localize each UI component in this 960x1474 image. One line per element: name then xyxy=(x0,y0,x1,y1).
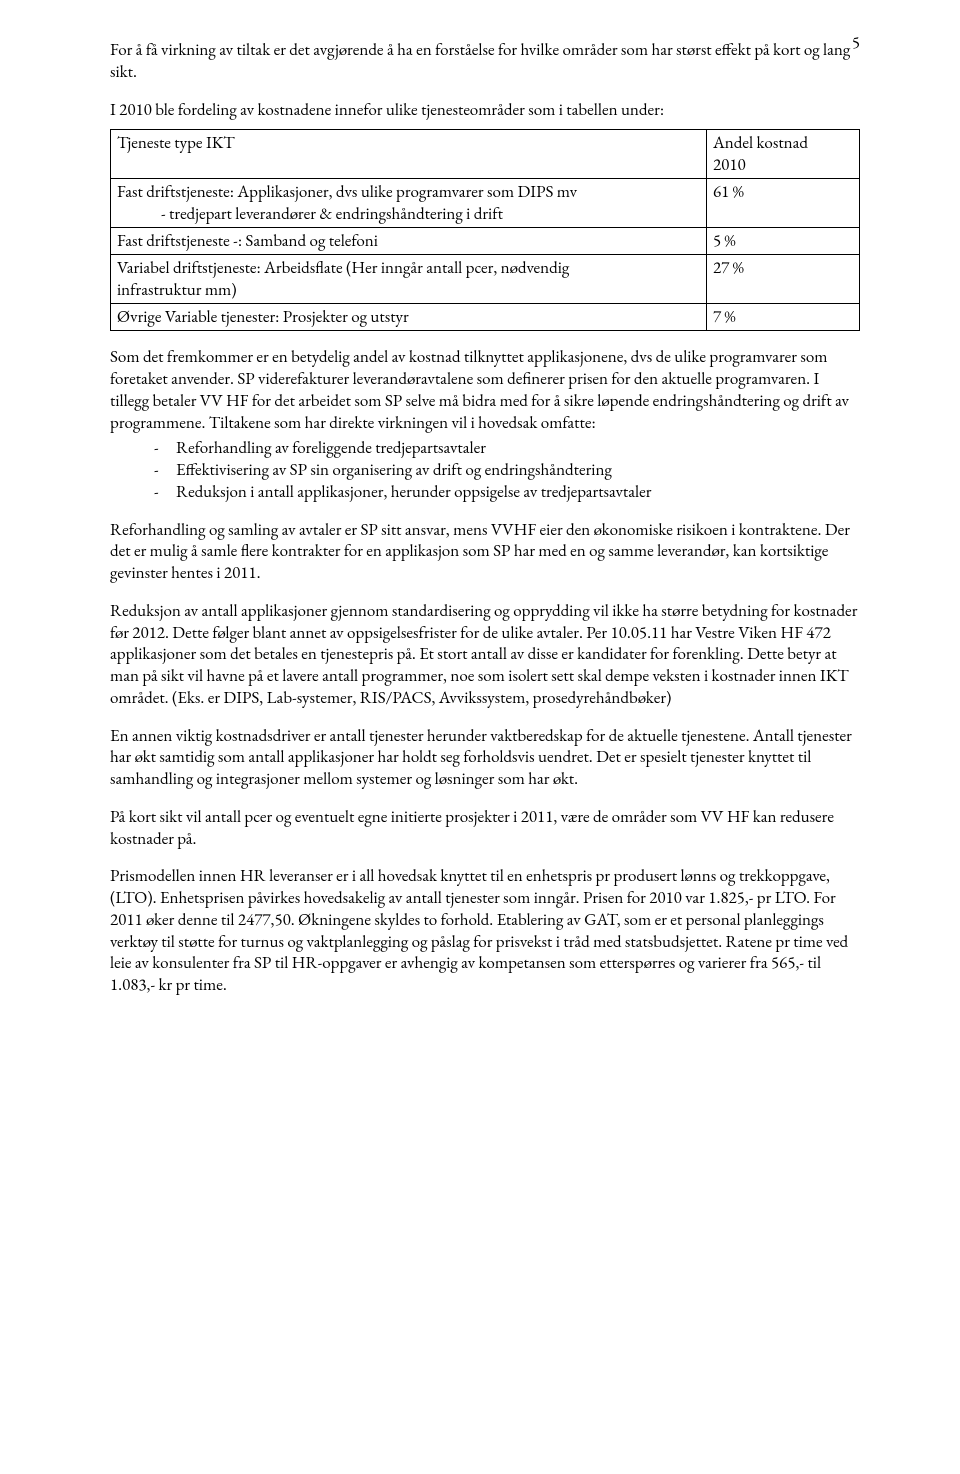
table-header-service-type: Tjeneste type IKT xyxy=(111,130,707,179)
paragraph-intro2: I 2010 ble fordeling av kostnadene innef… xyxy=(110,100,860,122)
table-row: Fast driftstjeneste: Applikasjoner, dvs … xyxy=(111,179,860,228)
document-page: 5 For å få virkning av tiltak er det avg… xyxy=(0,0,960,1474)
table-cell-desc: Øvrige Variable tjenester: Prosjekter og… xyxy=(111,304,707,331)
paragraph-reduksjon: Reduksjon av antall applikasjoner gjenno… xyxy=(110,601,860,710)
table-header-row: Tjeneste type IKT Andel kostnad 2010 xyxy=(111,130,860,179)
table-cell-value: 61 % xyxy=(707,179,860,228)
row3-line1: Variabel driftstjeneste: Arbeidsflate (H… xyxy=(117,257,569,279)
table-cell-desc: Variabel driftstjeneste: Arbeidsflate (H… xyxy=(111,255,707,304)
table-cell-desc: Fast driftstjeneste -: Samband og telefo… xyxy=(111,228,707,255)
table-header-cost-line2: 2010 xyxy=(713,154,746,176)
paragraph-kostnadsdriver: En annen viktig kostnadsdriver er antall… xyxy=(110,726,860,791)
table-row: Variabel driftstjeneste: Arbeidsflate (H… xyxy=(111,255,860,304)
list-item: Effektivisering av SP sin organisering a… xyxy=(154,460,860,482)
list-item: Reforhandling av foreliggende tredjepart… xyxy=(154,438,860,460)
row3-line2: infrastruktur mm) xyxy=(117,279,237,301)
table-cell-value: 5 % xyxy=(707,228,860,255)
table-header-cost-share: Andel kostnad 2010 xyxy=(707,130,860,179)
table-header-cost-line1: Andel kostnad xyxy=(713,132,808,154)
row1-line1: Fast driftstjeneste: Applikasjoner, dvs … xyxy=(117,181,577,203)
table-row: Fast driftstjeneste -: Samband og telefo… xyxy=(111,228,860,255)
paragraph-after-table: Som det fremkommer er en betydelig andel… xyxy=(110,347,860,434)
list-item: Reduksjon i antall applikasjoner, herund… xyxy=(154,482,860,504)
cost-share-table: Tjeneste type IKT Andel kostnad 2010 Fas… xyxy=(110,129,860,331)
table-cell-value: 27 % xyxy=(707,255,860,304)
page-number: 5 xyxy=(852,32,860,54)
paragraph-intro: For å få virkning av tiltak er det avgjø… xyxy=(110,40,860,84)
table-row: Øvrige Variable tjenester: Prosjekter og… xyxy=(111,304,860,331)
table-cell-value: 7 % xyxy=(707,304,860,331)
table-cell-desc: Fast driftstjeneste: Applikasjoner, dvs … xyxy=(111,179,707,228)
measures-bullet-list: Reforhandling av foreliggende tredjepart… xyxy=(110,438,860,503)
paragraph-kortsikt: På kort sikt vil antall pcer og eventuel… xyxy=(110,807,860,851)
paragraph-reforhandling: Reforhandling og samling av avtaler er S… xyxy=(110,520,860,585)
row1-line2: - tredjepart leverandører & endringshånd… xyxy=(117,203,503,225)
paragraph-prismodell: Prismodellen innen HR leveranser er i al… xyxy=(110,866,860,997)
